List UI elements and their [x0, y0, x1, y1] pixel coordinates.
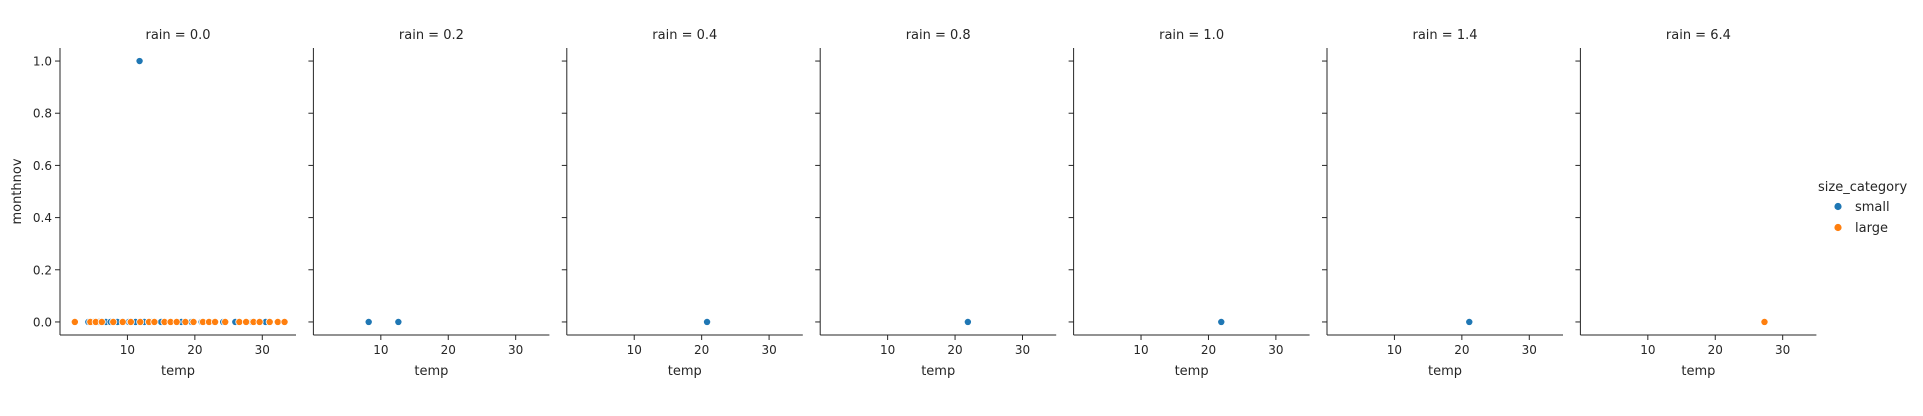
- x-tick-label: 20: [441, 343, 456, 357]
- x-tick-label: 30: [508, 343, 523, 357]
- legend-title: size_category: [1818, 180, 1907, 195]
- data-point-large: [265, 317, 274, 326]
- y-tick-label: 0.2: [33, 263, 52, 277]
- y-tick-label: 0.0: [33, 315, 52, 329]
- data-point-large: [136, 317, 145, 326]
- data-point-large: [126, 317, 135, 326]
- legend-label-small: small: [1855, 200, 1890, 215]
- data-point-large: [273, 317, 282, 326]
- data-point-small: [1217, 317, 1226, 326]
- panel-title: rain = 1.4: [1413, 28, 1478, 43]
- legend-marker-large: [1834, 223, 1842, 232]
- facet-panel-6: rain = 6.4 10 20 30 temp: [1575, 28, 1817, 379]
- x-tick-label: 30: [761, 343, 776, 357]
- legend-label-large: large: [1855, 221, 1888, 236]
- data-point-large: [255, 317, 264, 326]
- data-point-small: [963, 317, 972, 326]
- x-tick-label: 20: [187, 343, 202, 357]
- facet-panel-3: rain = 0.8 10 20 30 temp: [815, 28, 1057, 379]
- y-tick-label: 1.0: [33, 55, 52, 69]
- data-point-large: [181, 317, 190, 326]
- data-point-small: [703, 317, 712, 326]
- panel-title: rain = 6.4: [1666, 28, 1731, 43]
- x-axis-label: temp: [1681, 364, 1715, 379]
- facet-panel-5: rain = 1.4 10 20 30 temp: [1322, 28, 1563, 379]
- data-point-large: [242, 317, 251, 326]
- data-point-large: [70, 317, 79, 326]
- data-point-large: [280, 317, 289, 326]
- x-tick-label: 10: [627, 343, 642, 357]
- x-tick-label: 20: [1708, 343, 1723, 357]
- data-point-large: [172, 317, 181, 326]
- legend-marker-small: [1834, 202, 1842, 211]
- x-tick-label: 30: [1268, 343, 1283, 357]
- x-tick-label: 20: [1201, 343, 1216, 357]
- data-point-large: [150, 317, 159, 326]
- x-tick-label: 20: [947, 343, 962, 357]
- x-tick-label: 20: [1454, 343, 1469, 357]
- y-tick-label: 0.8: [33, 107, 52, 121]
- data-point-large: [118, 317, 127, 326]
- x-axis-label: temp: [1175, 364, 1209, 379]
- data-point-large: [97, 317, 106, 326]
- y-tick-label: 0.4: [33, 211, 52, 225]
- facet-panel-0: rain = 0.0 0.0 0.2 0.4 0.6 0.8 1.0 10 20 30 temp: [33, 28, 296, 379]
- x-tick-label: 10: [1640, 343, 1655, 357]
- data-point-small: [394, 317, 403, 326]
- y-tick-label: 0.6: [33, 159, 52, 173]
- data-point-large: [221, 317, 230, 326]
- x-tick-label: 10: [373, 343, 388, 357]
- panel-title: rain = 1.0: [1159, 28, 1224, 43]
- x-tick-label: 30: [1775, 343, 1790, 357]
- x-axis-label: temp: [668, 364, 702, 379]
- data-point-large: [211, 317, 220, 326]
- data-point-small: [364, 317, 373, 326]
- x-tick-label: 10: [880, 343, 895, 357]
- panel-title: rain = 0.2: [399, 28, 464, 43]
- panel-title: rain = 0.4: [652, 28, 717, 43]
- x-axis-label: temp: [1428, 364, 1462, 379]
- data-point-small: [1465, 317, 1474, 326]
- panel-title: rain = 0.8: [906, 28, 971, 43]
- x-axis-label: temp: [161, 364, 195, 379]
- x-tick-label: 10: [1387, 343, 1402, 357]
- data-point-large: [1760, 317, 1769, 326]
- x-axis-label: temp: [921, 364, 955, 379]
- facet-panel-2: rain = 0.4 10 20 30 temp: [561, 28, 803, 379]
- data-point-small: [135, 57, 144, 66]
- x-tick-label: 20: [694, 343, 709, 357]
- x-tick-label: 30: [255, 343, 270, 357]
- x-tick-label: 10: [120, 343, 135, 357]
- x-tick-label: 10: [1133, 343, 1148, 357]
- facet-panel-4: rain = 1.0 10 20 30 temp: [1068, 28, 1310, 379]
- data-point-large: [189, 317, 198, 326]
- x-axis-label: temp: [414, 364, 448, 379]
- data-point-large: [235, 317, 244, 326]
- y-axis-label: monthnov: [10, 158, 25, 224]
- facet-panel-1: rain = 0.2 10 20 30 temp: [308, 28, 550, 379]
- panel-title: rain = 0.0: [146, 28, 211, 43]
- x-tick-label: 30: [1015, 343, 1030, 357]
- x-tick-label: 30: [1522, 343, 1537, 357]
- data-point-large: [109, 317, 118, 326]
